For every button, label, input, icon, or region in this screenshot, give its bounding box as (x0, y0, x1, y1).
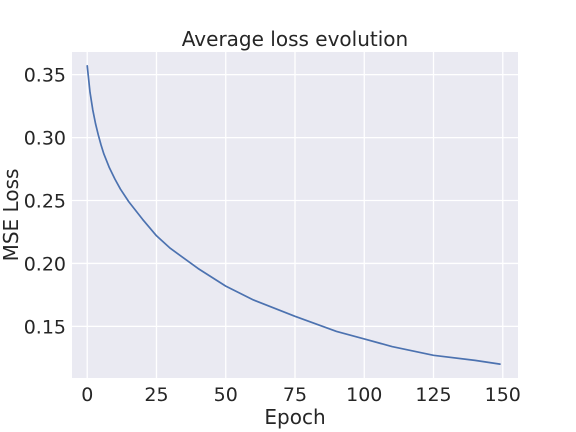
y-tick-label: 0.15 (24, 316, 66, 338)
x-tick-label: 125 (415, 384, 451, 406)
chart-title: Average loss evolution (182, 27, 408, 51)
x-tick-label: 150 (485, 384, 521, 406)
y-axis-label: MSE Loss (0, 169, 23, 262)
series-layer (86, 64, 501, 365)
grid-lines (72, 52, 518, 378)
y-tick-label: 0.20 (24, 253, 66, 275)
x-tick-label: 25 (144, 384, 168, 406)
y-tick-label: 0.35 (24, 65, 66, 87)
x-tick-label: 75 (283, 384, 307, 406)
y-tick-label: 0.25 (24, 191, 66, 213)
x-axis-label: Epoch (264, 405, 325, 429)
x-tick-label: 50 (214, 384, 238, 406)
tick-labels: 0 25 50 75 100 125 150 0.15 0.20 0.25 0.30 0.35 (24, 65, 521, 406)
series-line (86, 64, 501, 365)
x-tick-label: 0 (81, 384, 93, 406)
x-tick-label: 100 (346, 384, 382, 406)
y-tick-label: 0.30 (24, 128, 66, 150)
